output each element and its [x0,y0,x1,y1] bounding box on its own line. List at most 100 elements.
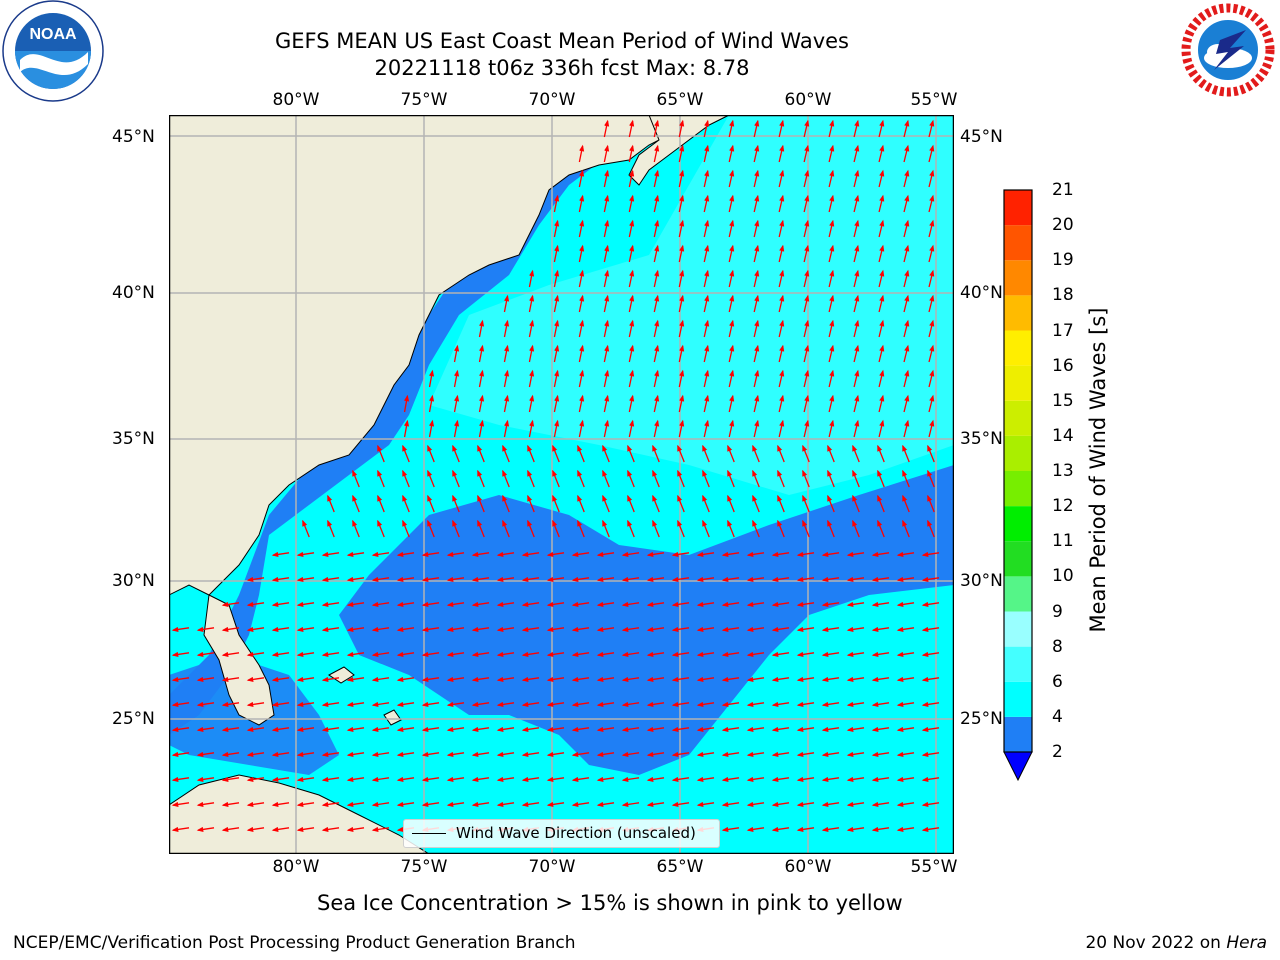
direction-arrow [346,626,365,632]
direction-arrow [878,219,885,238]
direction-arrow [346,751,365,757]
nws-logo [1176,0,1280,104]
direction-arrow [896,576,915,582]
lon-tick-bottom: 55°W [910,857,958,877]
direction-arrow [871,626,890,632]
direction-arrow [728,244,735,263]
direction-arrow [703,369,710,388]
direction-arrow [346,551,365,557]
direction-arrow [802,494,810,513]
direction-arrow [603,319,610,338]
direction-arrow [771,701,790,707]
direction-arrow [627,444,635,463]
direction-arrow [621,601,640,607]
direction-arrow [603,269,610,288]
colorbar-segment [1004,260,1032,296]
direction-arrow [371,726,390,732]
lon-tick-bottom: 75°W [400,857,448,877]
direction-arrow [778,169,785,188]
direction-arrow [171,651,190,657]
direction-arrow [371,651,390,657]
direction-arrow [753,269,760,288]
direction-arrow [571,701,590,707]
direction-arrow [846,651,865,657]
direction-arrow [778,219,785,238]
wind-wave-direction-arrows [171,119,940,832]
direction-arrow [821,826,840,832]
direction-arrow [628,294,635,313]
direction-arrow [746,701,765,707]
direction-arrow [746,551,765,557]
direction-arrow [371,626,390,632]
direction-arrow [346,676,365,682]
direction-arrow [653,394,660,413]
direction-arrow [753,319,760,338]
colorbar-frame [1003,189,1033,753]
direction-arrow [221,601,240,607]
direction-arrow [728,294,735,313]
direction-arrow [678,269,685,288]
direction-arrow [371,576,390,582]
direction-arrow [546,651,565,657]
direction-arrow [271,701,290,707]
direction-arrow [578,394,585,413]
map-frame[interactable] [169,115,954,854]
direction-arrow [828,119,835,138]
direction-arrow [571,726,590,732]
lon-tick-top: 80°W [272,90,320,110]
direction-arrow [377,494,385,513]
ocean-light-region [429,115,954,495]
land-cuba [169,774,430,854]
direction-arrow [771,676,790,682]
direction-arrow [853,394,860,413]
direction-arrow [796,726,815,732]
direction-arrow [346,601,365,607]
direction-arrow [646,801,665,807]
lat-tick-left: 40°N [112,283,155,303]
direction-arrow [321,601,340,607]
direction-arrow [727,469,735,488]
direction-arrow [296,626,315,632]
direction-arrow [321,726,340,732]
direction-arrow [828,319,835,338]
direction-arrow [903,119,910,138]
direction-arrow [271,551,290,557]
colorbar-segment [1004,611,1032,647]
direction-arrow [646,651,665,657]
direction-arrow [528,269,535,288]
direction-arrow [603,194,610,213]
direction-arrow [553,394,560,413]
direction-arrow [478,369,485,388]
direction-arrow [621,726,640,732]
direction-arrow [371,776,390,782]
direction-arrow [778,344,785,363]
direction-arrow [571,801,590,807]
direction-arrow [596,626,615,632]
direction-arrow [577,444,585,463]
lon-tick-top: 55°W [910,90,958,110]
direction-arrow [902,444,910,463]
direction-arrow [221,751,240,757]
direction-arrow [621,701,640,707]
direction-arrow [196,826,215,832]
direction-arrow [578,419,585,438]
direction-arrow [503,369,510,388]
direction-arrow [821,726,840,732]
direction-arrow [821,651,840,657]
direction-arrow [778,394,785,413]
direction-arrow [628,219,635,238]
direction-arrow [646,626,665,632]
direction-arrow [577,494,585,513]
colorbar-underflow [1003,751,1033,782]
direction-arrow [877,519,885,538]
direction-arrow [703,144,710,163]
direction-arrow [828,194,835,213]
lat-tick-right: 25°N [960,709,1003,729]
direction-arrow [871,751,890,757]
colorbar-tick: 17 [1052,320,1074,341]
direction-arrow [477,444,485,463]
direction-arrow [327,519,335,538]
direction-arrow [452,494,460,513]
direction-arrow [896,801,915,807]
direction-arrow [653,294,660,313]
